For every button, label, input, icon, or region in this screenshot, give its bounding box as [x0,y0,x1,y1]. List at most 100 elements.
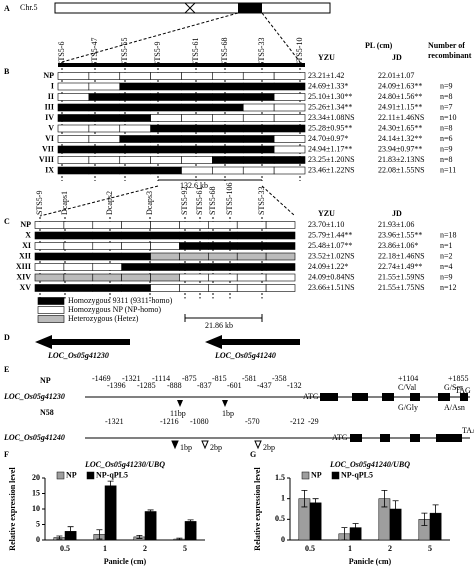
genotype-segment [88,166,121,175]
yzu-value: 25.48±1.07** [308,241,352,250]
exon [352,393,368,401]
error-bar [147,509,154,514]
jd-value: 21.55±1.59NS [378,272,425,281]
yzu-value: 23.46±1.22NS [308,165,355,174]
interval-arrow [184,314,263,322]
row-label: XIII [16,262,31,271]
genotype-segment [212,82,244,91]
x-axis-label: Panicle (cm) [349,557,392,566]
genotype-segment [57,124,90,133]
recombinant-count: n=10 [440,113,457,122]
genotype-segment [150,93,182,101]
genotype-segment [57,156,90,164]
codon: ATG [332,433,348,442]
snp-label: A/Asn [444,403,465,412]
genotype-segment [212,72,244,80]
codon: TAA [462,426,474,435]
panel-label: A [4,4,10,13]
error-bar [96,529,103,540]
genotype-segment [63,221,94,229]
recombinant-count: n=8 [440,123,453,132]
genotype-segment [242,114,275,122]
row-label: XV [19,283,31,292]
genotype-segment [34,221,65,229]
yzu-value: 25.79±1.44** [308,230,352,239]
genotype-segment [63,242,94,250]
genotype-segment [34,231,65,240]
genotype-segment [92,252,122,261]
genotype-segment [88,135,121,143]
recombinant-count: n=6 [440,134,453,143]
zoom-line [39,185,296,217]
genotype-segment [212,156,244,164]
genotype-segment [119,124,151,133]
genotype-segment [121,263,151,271]
genotype-segment [212,145,244,154]
row-label: III [45,102,54,111]
row-label: IX [45,165,54,174]
row-label: IV [45,113,54,122]
genotype-segment [119,135,151,143]
genotype-segment [150,263,180,271]
legend-swatch [37,306,65,314]
position: -581 [242,374,257,383]
position: -1285 [137,381,156,390]
genotype-segment [150,145,182,154]
genotype-segment [121,221,151,229]
y-tick-label: 0 [281,535,285,544]
genotype-segment [88,82,121,91]
yzu-value: 25.26±1.34** [308,102,352,111]
genotype-segment [119,166,151,175]
error-bar [107,480,114,491]
genotype-segment [181,135,213,143]
yzu-value: 23.66±1.51NS [308,283,355,292]
x-tick-label: 0.5 [60,544,70,553]
genotype-segment [265,231,296,240]
error-bar [381,490,388,508]
genotype-segment [181,145,213,154]
genotype-segment [236,273,267,282]
genotype-segment [273,135,306,143]
indel-marker [177,400,183,407]
row-label: I [51,81,54,90]
genotype-segment [273,82,306,91]
marker-label: STS5-9 [35,191,44,215]
jd-value: 21.55±1.75NS [378,283,425,292]
genotype-segment [273,124,306,133]
recombinant-count: n=2 [440,251,453,260]
position: -570 [245,417,260,426]
genotype-segment [119,156,151,164]
marker-label: STS5-68 [220,38,229,66]
jd-value: 23.86±1.06* [378,241,418,250]
panel-label: C [4,217,10,226]
genotype-segment [242,82,275,91]
genotype-segment [121,242,151,250]
genotype-segment [88,156,121,164]
error-bar [312,498,319,508]
genotype-segment [121,273,151,282]
gene-label: LOC_Os05g41240 [214,351,276,360]
genotype-segment [88,103,121,112]
marker-bar [58,63,305,67]
genotype-segment [92,273,122,282]
genotype-segment [179,273,209,282]
allele-label: NP [40,376,51,385]
marker-label: STS5-92 [180,187,189,215]
genotype-segment [150,231,180,240]
genotype-segment [212,114,244,122]
genotype-segment [150,221,180,229]
genotype-segment [121,284,151,292]
yzu-value: 24.69±1.33* [308,81,348,90]
marker-label: Dcaps3 [145,191,154,215]
marker-label: STS5-33 [257,38,266,66]
header: YZU [318,209,335,218]
recombinant-count: n=9 [440,144,453,153]
genotype-segment [63,231,94,240]
bar [104,485,117,541]
position: -1396 [107,381,126,390]
genotype-segment [208,284,238,292]
jd-value: 23.94±0.97** [378,144,422,153]
genotype-segment [63,284,94,292]
marker-label: STS5-68 [208,187,217,215]
